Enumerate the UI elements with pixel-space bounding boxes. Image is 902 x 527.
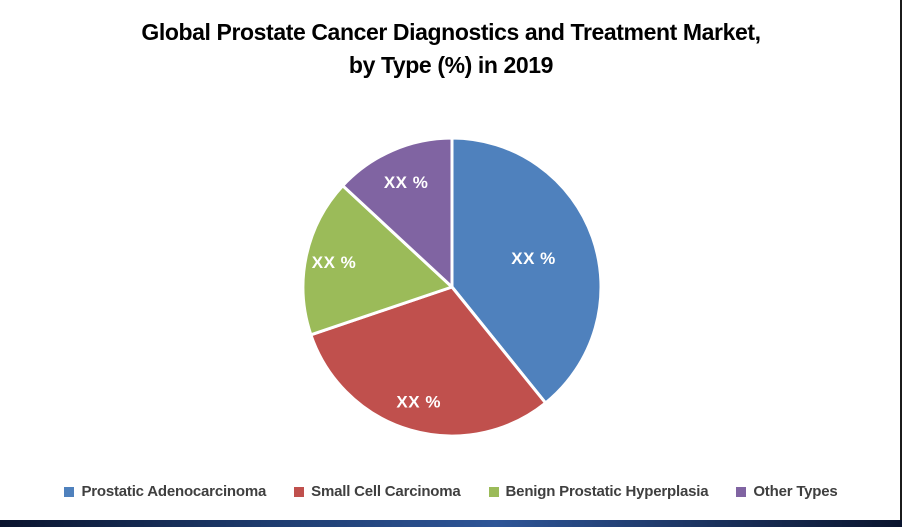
chart-title-line1: Global Prostate Cancer Diagnostics and T…: [141, 19, 761, 45]
slice-label-other-types: XX %: [384, 173, 429, 192]
slice-label-prostatic-adenocarcinoma: XX %: [511, 249, 556, 268]
legend-marker-icon: [488, 486, 499, 497]
legend-item-benign-prostatic-hyperplasia: Benign Prostatic Hyperplasia: [488, 483, 709, 500]
legend-marker-icon: [294, 486, 305, 497]
pie-slice-other-types: [341, 136, 454, 289]
legend-label: Small Cell Carcinoma: [311, 483, 461, 500]
legend-item-other-types: Other Types: [736, 483, 838, 500]
legend-item-small-cell-carcinoma: Small Cell Carcinoma: [294, 483, 461, 500]
pie-slice-prostatic-adenocarcinoma: [450, 136, 603, 405]
legend-marker-icon: [736, 486, 747, 497]
right-border-line: [900, 0, 902, 527]
pie-slice-benign-prostatic-hyperplasia: [301, 184, 454, 337]
chart-title-line2: by Type (%) in 2019: [348, 52, 554, 78]
chart-title: Global Prostate Cancer Diagnostics and T…: [0, 16, 902, 82]
bottom-accent-bar: [0, 520, 902, 527]
legend-label: Benign Prostatic Hyperplasia: [505, 483, 709, 500]
legend-marker-icon: [64, 486, 75, 497]
legend-label: Other Types: [753, 483, 838, 500]
slice-label-small-cell-carcinoma: XX %: [396, 393, 441, 412]
legend-item-prostatic-adenocarcinoma: Prostatic Adenocarcinoma: [64, 483, 266, 500]
legend: Prostatic Adenocarcinoma Small Cell Carci…: [0, 483, 902, 500]
legend-label: Prostatic Adenocarcinoma: [81, 483, 267, 500]
slice-label-benign-prostatic-hyperplasia: XX %: [312, 253, 357, 272]
pie-slice-small-cell-carcinoma: [309, 285, 548, 438]
